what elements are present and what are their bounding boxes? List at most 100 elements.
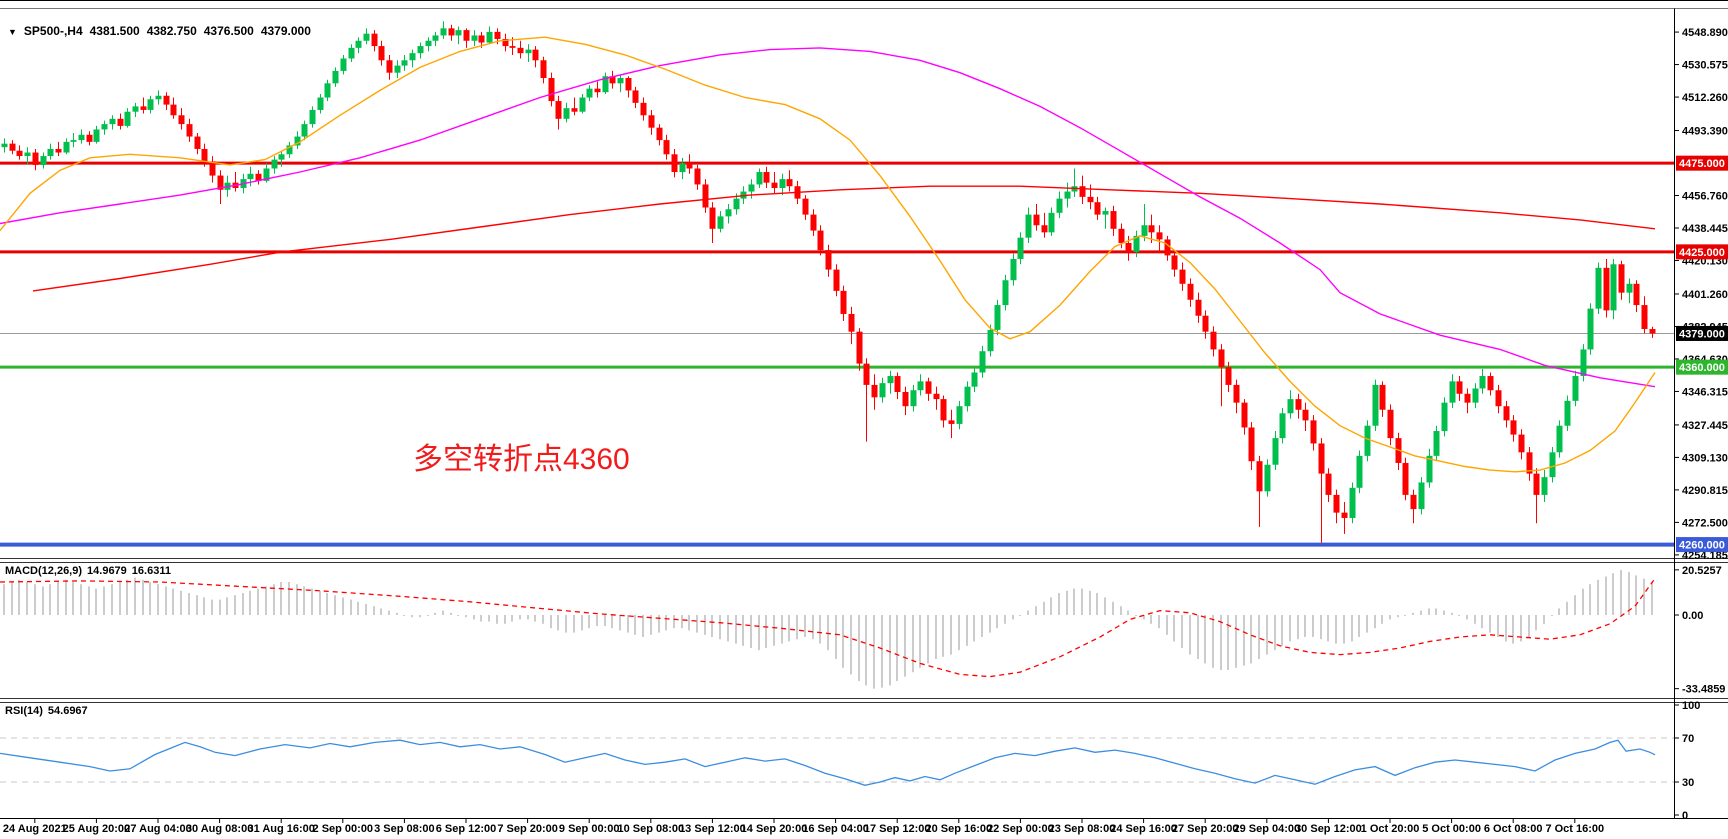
price-level-badge[interactable]: [1676, 244, 1728, 260]
macd-histogram-bar: [658, 615, 660, 633]
candle-bullish: [748, 184, 755, 192]
candle-bullish: [964, 386, 971, 407]
candle-bearish: [871, 384, 878, 398]
macd-histogram-bar: [981, 615, 983, 637]
macd-histogram-bar: [1582, 588, 1584, 615]
macd-histogram-bar: [1004, 615, 1006, 624]
candle-bearish: [948, 420, 955, 424]
macd-histogram-bar: [1081, 588, 1083, 615]
macd-histogram-bar: [742, 615, 744, 646]
macd-histogram-bar: [1551, 615, 1553, 616]
chevron-down-icon[interactable]: ▼: [8, 27, 17, 37]
macd-histogram-bar: [1474, 615, 1476, 624]
price-axis-label: 4401.260: [1682, 289, 1728, 301]
candle-bullish: [917, 381, 924, 391]
chart-text-annotation[interactable]: 多空转折点4360: [413, 443, 630, 476]
macd-histogram-bar: [842, 615, 844, 668]
ma-fast-orange-line: [0, 36, 1656, 473]
macd-histogram-bar: [1389, 615, 1391, 620]
macd-histogram-bar: [788, 615, 790, 642]
rsi-axis-label: 100: [1682, 700, 1700, 712]
macd-histogram-bar: [65, 579, 67, 615]
time-axis-label: 3 Sep 08:00: [374, 823, 435, 835]
candle-bearish: [1387, 409, 1394, 439]
macd-histogram-bar: [1597, 579, 1599, 615]
macd-histogram-bar: [1304, 615, 1306, 637]
candle-bullish: [109, 118, 116, 125]
macd-histogram-bar: [1120, 606, 1122, 615]
candle-bullish: [1626, 283, 1633, 293]
candle-bearish: [571, 108, 578, 112]
macd-histogram-bar: [180, 590, 182, 615]
macd-histogram-bar: [1189, 615, 1191, 655]
macd-histogram-bar: [1181, 615, 1183, 648]
macd-histogram-bar: [319, 590, 321, 615]
candle-bullish: [394, 65, 401, 73]
time-axis-label: 20 Sep 16:00: [925, 823, 992, 835]
candle-bullish: [93, 129, 100, 142]
price-level-badge-label: 4379.000: [1679, 328, 1725, 340]
candle-bullish: [971, 372, 978, 387]
candle-bearish: [1210, 331, 1217, 350]
price-axis-label: 4254.185: [1682, 550, 1728, 562]
candle-bullish: [301, 124, 308, 137]
candle-bearish: [371, 33, 378, 47]
macd-histogram-bar: [280, 582, 282, 615]
candle-bullish: [717, 216, 724, 229]
candle-bearish: [1156, 232, 1163, 240]
candle-bearish: [663, 140, 670, 155]
candle-bearish: [933, 393, 940, 400]
time-axis-label: 7 Sep 20:00: [497, 823, 558, 835]
macd-histogram-bar: [303, 586, 305, 615]
candle-bullish: [1272, 438, 1279, 465]
candle-bearish: [802, 198, 809, 215]
macd-histogram-bar: [257, 588, 259, 615]
candle-bullish: [101, 124, 108, 130]
candle-bullish: [417, 46, 424, 54]
macd-histogram-bar: [1135, 615, 1137, 616]
time-axis-label: 23 Sep 08:00: [1049, 823, 1116, 835]
macd-histogram-bar: [273, 584, 275, 615]
price-level-badge[interactable]: [1676, 155, 1728, 171]
candle-bullish: [1572, 376, 1579, 401]
macd-histogram-bar: [796, 615, 798, 640]
candle-bullish: [586, 88, 593, 98]
candle-bearish: [1503, 406, 1510, 421]
candle-bullish: [247, 173, 254, 180]
price-level-badge[interactable]: [1676, 325, 1728, 341]
time-axis-label: 24 Aug 2021: [3, 823, 67, 835]
macd-histogram-bar: [427, 615, 429, 616]
candle-bearish: [9, 143, 16, 151]
candle-bullish: [1064, 191, 1071, 199]
macd-histogram-bar: [473, 615, 475, 620]
candle-bearish: [178, 115, 185, 125]
price-level-badge[interactable]: [1676, 359, 1728, 375]
candle-bearish: [255, 173, 262, 181]
candle-bullish: [1479, 376, 1486, 389]
candle-bearish: [463, 30, 470, 41]
macd-histogram-bar: [350, 599, 352, 615]
macd-histogram-bar: [34, 584, 36, 615]
macd-histogram-bar: [781, 615, 783, 644]
time-axis-label: 6 Sep 12:00: [436, 823, 497, 835]
macd-histogram-bar: [542, 615, 544, 624]
macd-histogram-bar: [1351, 615, 1353, 642]
candle-bearish: [1456, 381, 1463, 394]
candle-bullish: [1426, 455, 1433, 483]
macd-histogram-bar: [735, 615, 737, 644]
candle-bullish: [1002, 280, 1009, 306]
candle-bearish: [1079, 186, 1086, 197]
candle-bearish: [840, 290, 847, 314]
macd-histogram-bar: [1258, 615, 1260, 659]
macd-histogram-bar: [1489, 615, 1491, 633]
macd-histogram-bar: [1274, 615, 1276, 651]
macd-histogram-bar: [1520, 615, 1522, 642]
macd-histogram-bar: [573, 615, 575, 633]
price-level-badge[interactable]: [1676, 537, 1728, 553]
candle-bullish: [563, 108, 570, 119]
macd-histogram-bar: [1397, 615, 1399, 618]
candle-bearish: [894, 376, 901, 393]
macd-histogram-bar: [1073, 588, 1075, 615]
candle-bearish: [194, 136, 201, 149]
